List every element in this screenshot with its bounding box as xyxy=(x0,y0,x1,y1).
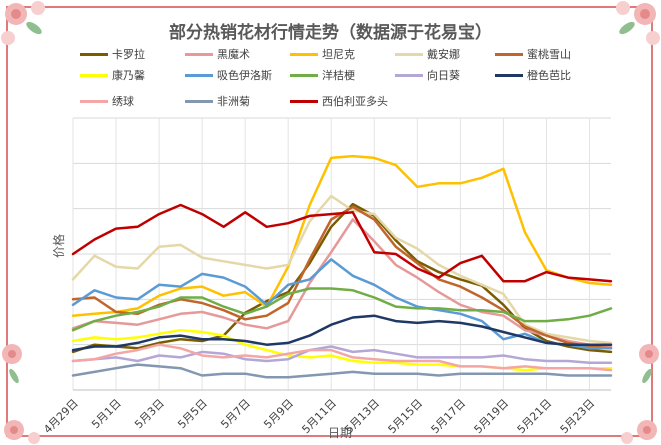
legend-label: 坦尼克 xyxy=(322,48,355,61)
legend-item: 卡罗拉 xyxy=(80,47,145,61)
series-line-5 xyxy=(71,328,613,372)
legend: 卡罗拉 黑魔术 坦尼克 戴安娜 蜜桃雪山康乃馨 吸色伊洛斯 洋桔梗 向日葵 橙色芭比绣球 非洲菊 西… xyxy=(0,0,661,120)
legend-swatch xyxy=(80,73,108,77)
legend-label: 向日葵 xyxy=(427,69,460,82)
series-line-12 xyxy=(71,203,613,283)
legend-item: 坦尼克 xyxy=(290,47,355,61)
series-line-7 xyxy=(71,287,613,332)
legend-label: 洋桔梗 xyxy=(322,69,355,82)
flower-decoration-top-right xyxy=(616,1,660,45)
legend-swatch xyxy=(185,52,213,56)
legend-item: 橙色芭比 xyxy=(495,68,571,82)
x-tick-label: 5月15日 xyxy=(386,397,426,437)
flower-decoration-top-left xyxy=(1,1,45,45)
legend-label: 西伯利亚多头 xyxy=(322,95,388,108)
flower-decoration-bottom-right xyxy=(621,420,657,444)
series-line-8 xyxy=(71,345,613,365)
x-tick-label: 5月23日 xyxy=(558,397,598,437)
legend-label: 吸色伊洛斯 xyxy=(217,69,272,82)
legend-label: 戴安娜 xyxy=(427,48,460,61)
legend-item: 向日葵 xyxy=(395,68,460,82)
legend-label: 卡罗拉 xyxy=(112,48,145,61)
legend-label: 非洲菊 xyxy=(217,95,250,108)
legend-item: 吸色伊洛斯 xyxy=(185,68,272,82)
legend-label: 绣球 xyxy=(112,95,134,108)
x-tick-label: 5月19日 xyxy=(472,397,512,437)
flower-decoration-left xyxy=(2,344,22,384)
flower-decoration-bottom-left xyxy=(4,420,40,444)
legend-swatch xyxy=(395,73,423,77)
legend-label: 蜜桃雪山 xyxy=(527,48,571,61)
x-tick-label: 5月7日 xyxy=(218,397,253,432)
series-line-10 xyxy=(71,343,613,372)
x-tick-label: 5月17日 xyxy=(429,397,469,437)
legend-swatch xyxy=(185,73,213,77)
legend-swatch xyxy=(495,73,523,77)
legend-item: 戴安娜 xyxy=(395,47,460,61)
legend-swatch xyxy=(290,99,318,103)
legend-label: 黑魔术 xyxy=(217,48,250,61)
x-tick-label: 5月3日 xyxy=(132,397,167,432)
x-tick-label: 4月29日 xyxy=(41,397,81,437)
legend-item: 绣球 xyxy=(80,94,134,108)
legend-item: 康乃馨 xyxy=(80,68,145,82)
legend-label: 康乃馨 xyxy=(112,69,145,82)
series-line-9 xyxy=(71,314,613,352)
legend-item: 黑魔术 xyxy=(185,47,250,61)
x-tick-label: 5月11日 xyxy=(299,397,339,437)
legend-swatch xyxy=(185,99,213,103)
legend-swatch xyxy=(290,73,318,77)
x-axis-label: 日期 xyxy=(328,426,353,440)
chart-title: 部分热销花材行情走势（数据源于花易宝） xyxy=(169,23,492,43)
legend-swatch xyxy=(395,52,423,56)
legend-item: 洋桔梗 xyxy=(290,68,355,82)
legend-item: 非洲菊 xyxy=(185,94,250,108)
series-line-6 xyxy=(71,258,613,350)
legend-swatch xyxy=(80,99,108,103)
series-line-2 xyxy=(71,154,613,317)
legend-swatch xyxy=(495,52,523,56)
x-tick-label: 5月1日 xyxy=(89,397,124,432)
x-tick-label: 5月5日 xyxy=(175,397,210,432)
legend-item: 蜜桃雪山 xyxy=(495,47,571,61)
legend-label: 橙色芭比 xyxy=(527,69,571,82)
legend-swatch xyxy=(290,52,318,56)
x-tick-label: 5月13日 xyxy=(342,397,382,437)
series-line-1 xyxy=(71,218,613,348)
series-line-11 xyxy=(71,363,613,379)
legend-swatch xyxy=(80,52,108,56)
flower-decoration-right xyxy=(639,344,659,384)
page-frame xyxy=(6,6,653,437)
x-tick-label: 5月21日 xyxy=(515,397,555,437)
legend-item: 西伯利亚多头 xyxy=(290,94,388,108)
x-tick-label: 5月9日 xyxy=(261,397,296,432)
